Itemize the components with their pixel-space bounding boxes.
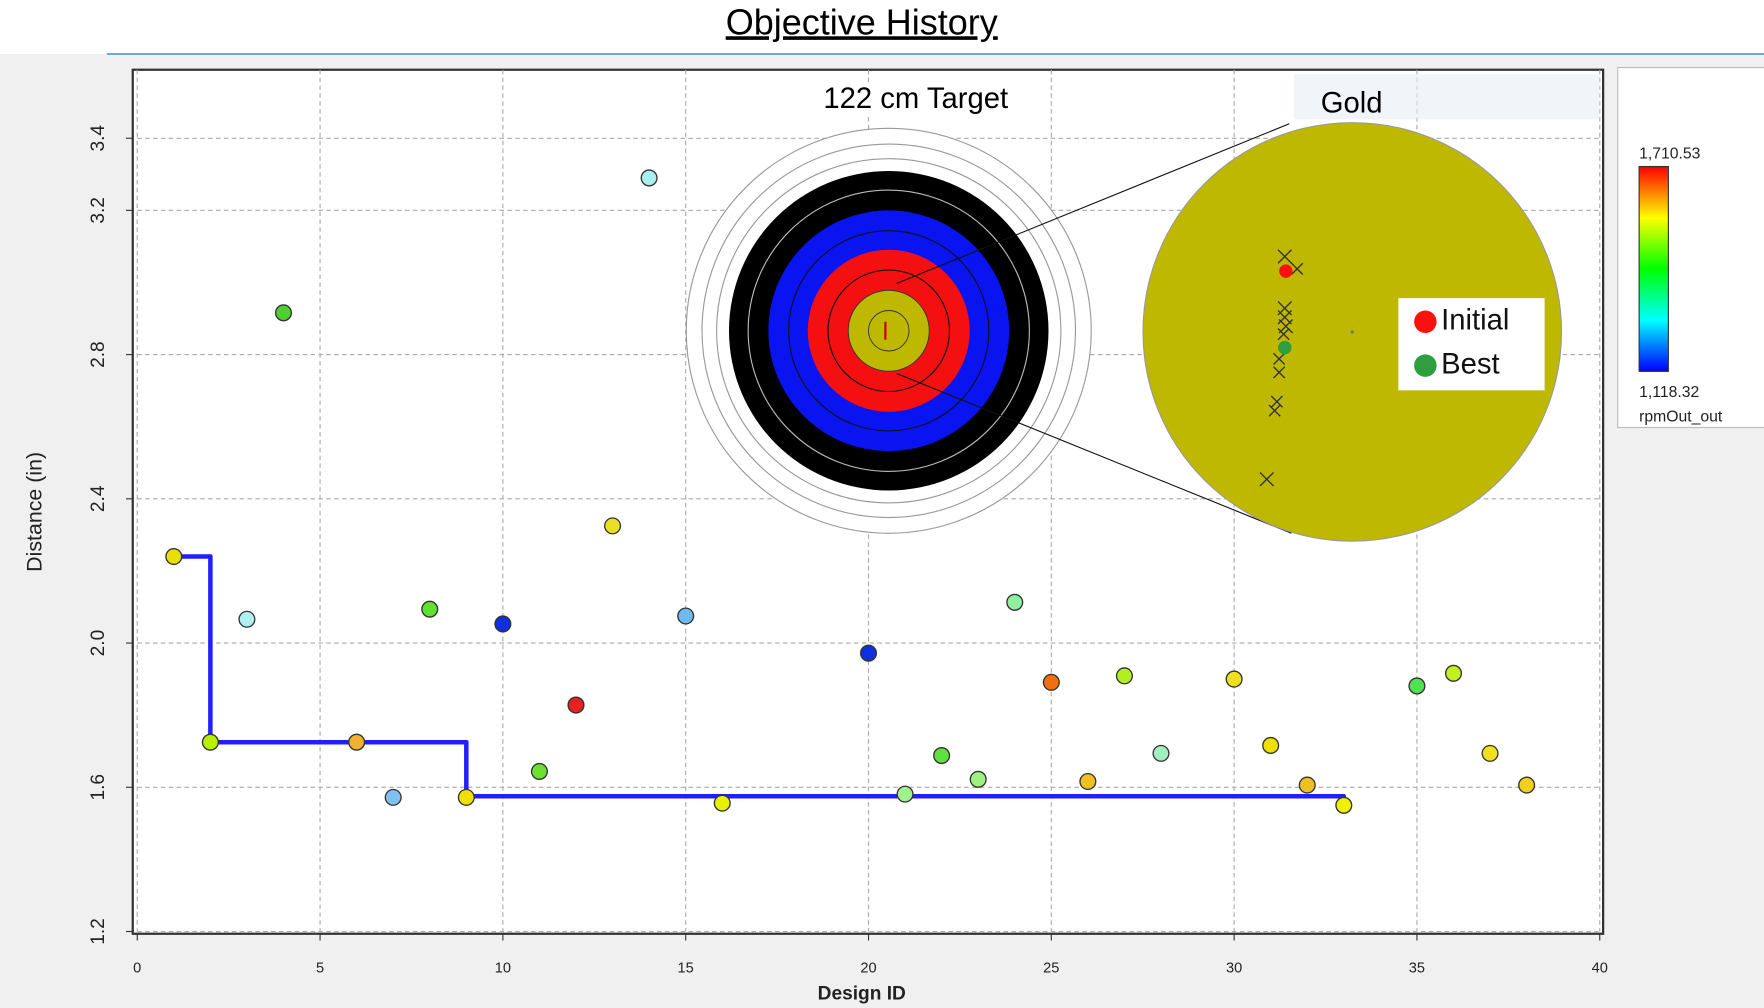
x-tick-label: 5 (316, 960, 324, 976)
target-gold (848, 290, 929, 371)
y-tick-label: 2.4 (88, 485, 109, 512)
x-tick-label: 15 (678, 960, 694, 976)
legend-label: Best (1441, 348, 1500, 380)
data-point (276, 305, 292, 321)
y-tick-label: 1.2 (88, 918, 109, 945)
data-point (1080, 774, 1096, 790)
data-point (897, 786, 913, 802)
chart-title: Objective History (726, 1, 998, 42)
data-point (1336, 797, 1352, 813)
data-point (166, 549, 182, 565)
data-point (861, 645, 877, 661)
data-point (458, 789, 474, 805)
x-tick-label: 35 (1409, 960, 1425, 976)
data-point (1007, 594, 1023, 610)
data-point (495, 616, 511, 632)
zoom-center (1351, 330, 1354, 333)
colorbar-tick-label: 1,710.53 (1639, 145, 1701, 162)
zoom-label: Gold (1321, 87, 1383, 119)
data-point (239, 611, 255, 627)
data-point (385, 789, 401, 805)
legend-marker (1414, 311, 1437, 334)
x-tick-label: 20 (860, 960, 876, 976)
x-tick-label: 25 (1043, 960, 1059, 976)
y-axis-label: Distance (in) (23, 452, 47, 572)
y-tick-label: 2.8 (88, 341, 109, 368)
colorbar-tick-label: 1,118.32 (1639, 384, 1699, 401)
y-tick-label: 3.2 (88, 197, 109, 224)
data-point (568, 697, 584, 713)
chart: Objective History Design ID Distance (in… (0, 0, 1764, 1008)
zoom-initial (1279, 264, 1293, 278)
data-point (532, 764, 548, 780)
data-point (934, 748, 950, 764)
data-point (1482, 746, 1498, 762)
data-point (678, 608, 694, 624)
data-point (714, 795, 730, 811)
data-point (1153, 746, 1169, 762)
data-point (1226, 671, 1242, 687)
data-point (1117, 668, 1133, 684)
data-point (1409, 678, 1425, 694)
data-point (1299, 777, 1315, 793)
x-tick-label: 10 (495, 960, 511, 976)
colorbar (1639, 167, 1668, 372)
y-tick-label: 1.6 (88, 774, 109, 801)
data-point (970, 771, 986, 787)
x-axis-label: Design ID (818, 984, 906, 1005)
x-tick-label: 0 (133, 960, 141, 976)
y-tick-label: 2.0 (88, 630, 109, 657)
data-point (349, 734, 365, 750)
data-point (1043, 674, 1059, 690)
data-point (422, 601, 438, 617)
data-point (203, 734, 219, 750)
zoom-best (1278, 341, 1292, 355)
legend-label: Initial (1441, 304, 1509, 336)
data-point (605, 518, 621, 534)
colorbar-label: rpmOut_out (1639, 409, 1723, 426)
data-point (1263, 738, 1279, 754)
inset-title: 122 cm Target (823, 83, 1008, 115)
x-tick-label: 40 (1592, 960, 1608, 976)
data-point (1446, 665, 1462, 681)
y-tick-label: 3.4 (88, 125, 109, 152)
legend-marker (1414, 354, 1437, 377)
data-point (641, 170, 657, 186)
x-tick-label: 30 (1226, 960, 1242, 976)
data-point (1519, 777, 1535, 793)
